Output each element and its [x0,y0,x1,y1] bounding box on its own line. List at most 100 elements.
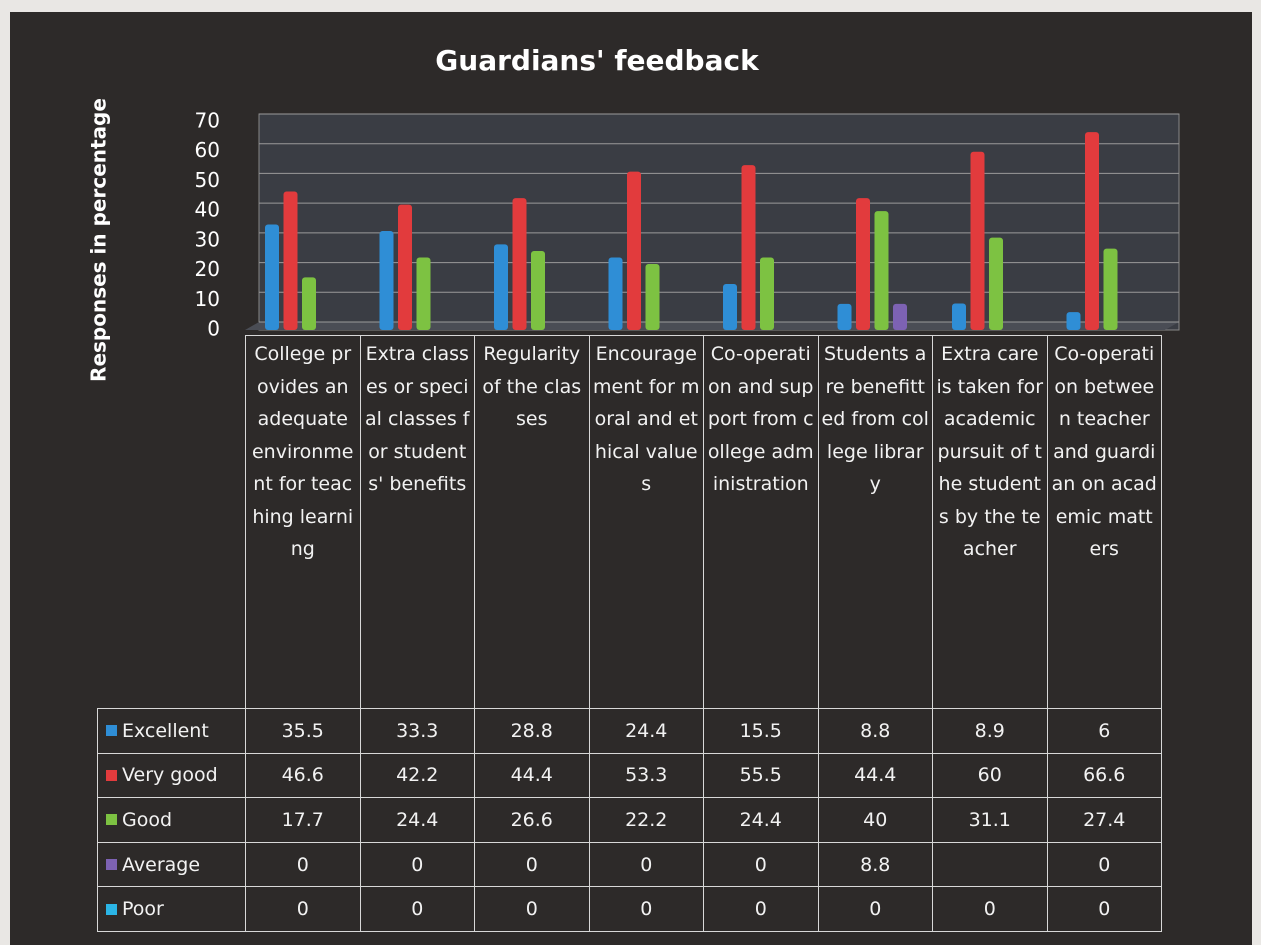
table-value: 8.8 [817,708,933,754]
table-value: 35.5 [245,708,361,754]
table-value: 0 [359,886,475,932]
table-value: 44.4 [817,752,933,799]
category-label: Extra classes or special classes for stu… [359,335,475,709]
bar [416,257,431,330]
table-value: 0 [474,841,590,888]
legend-entry: Good [97,797,246,843]
legend-entry: Excellent [97,708,246,754]
bar [989,237,1003,330]
plot-back-wall [258,113,1180,331]
table-value: 60 [932,752,1048,799]
table-value: 0 [474,886,590,932]
bar [283,191,298,330]
y-tick-label: 60 [195,138,220,162]
y-tick-label: 50 [195,168,220,192]
table-value: 42.2 [359,752,475,799]
bar [645,264,660,330]
table-value: 0 [245,886,361,932]
legend-swatch [106,814,117,826]
category-label: Co-operation and support from college ad… [703,335,819,709]
bar [893,303,907,330]
table-value: 31.1 [932,797,1048,843]
legend-entry: Poor [97,886,246,932]
table-value [932,841,1048,888]
bar [531,250,545,330]
category-label: Encouragement for moral and ethical valu… [588,335,704,709]
bar [952,303,966,330]
bar [874,211,889,330]
legend-swatch [106,859,117,871]
table-value: 17.7 [245,797,361,843]
y-tick-label: 0 [207,317,220,341]
bar [1066,312,1081,330]
table-value: 26.6 [474,797,590,843]
legend-label: Very good [122,764,218,787]
table-value: 24.4 [588,708,704,754]
table-value: 33.3 [359,708,475,754]
table-value: 0 [1046,886,1162,932]
y-tick-label: 30 [195,227,220,251]
bar [741,165,756,330]
table-value: 15.5 [703,708,819,754]
bar [398,204,412,330]
bar [970,151,985,330]
bar [856,198,870,330]
table-value: 0 [703,841,819,888]
table-value: 24.4 [359,797,475,843]
bar [494,244,508,330]
table-value: 40 [817,797,933,843]
bar [608,257,623,330]
y-tick-label: 10 [195,287,220,311]
bar [1103,248,1118,330]
legend-label: Excellent [122,719,209,742]
table-value: 27.4 [1046,797,1162,843]
legend-label: Poor [122,898,164,921]
table-value: 0 [588,841,704,888]
bar [265,224,279,330]
legend-swatch [106,725,117,737]
legend-swatch [106,903,117,915]
bar [837,303,852,330]
table-value: 0 [932,886,1048,932]
table-value: 0 [245,841,361,888]
legend-entry: Average [97,841,246,888]
table-value: 0 [588,886,704,932]
table-value: 0 [1046,841,1162,888]
bar [760,257,774,330]
bar [1085,132,1099,330]
legend-label: Good [122,808,173,831]
table-value: 6 [1046,708,1162,754]
bar [512,198,527,330]
category-label: Students are benefitted from college lib… [817,335,933,709]
table-value: 0 [359,841,475,888]
legend-entry: Very good [97,752,246,799]
table-value: 66.6 [1046,752,1162,799]
category-label: Regularity of the classes [474,335,590,709]
y-tick-label: 20 [195,257,220,281]
table-value: 28.8 [474,708,590,754]
table-value: 55.5 [703,752,819,799]
table-value: 53.3 [588,752,704,799]
table-value: 22.2 [588,797,704,843]
table-value: 44.4 [474,752,590,799]
table-value: 8.8 [817,841,933,888]
category-label: Co-operation between teacher and guardia… [1046,335,1162,709]
chart-title: Guardians' feedback [435,44,760,77]
category-label: Extra care is taken for academic pursuit… [932,335,1048,709]
table-value: 46.6 [245,752,361,799]
bar [627,171,641,330]
table-value: 0 [703,886,819,932]
bar [723,283,737,330]
category-label: College provides an adequate environment… [245,335,361,709]
y-tick-label: 70 [195,109,220,133]
bar [379,231,394,330]
bar [302,277,316,330]
y-tick-label: 40 [195,198,220,222]
legend-swatch [106,769,117,781]
table-value: 24.4 [703,797,819,843]
table-value: 8.9 [932,708,1048,754]
y-axis-label: Responses in percentage [87,98,111,382]
table-value: 0 [817,886,933,932]
